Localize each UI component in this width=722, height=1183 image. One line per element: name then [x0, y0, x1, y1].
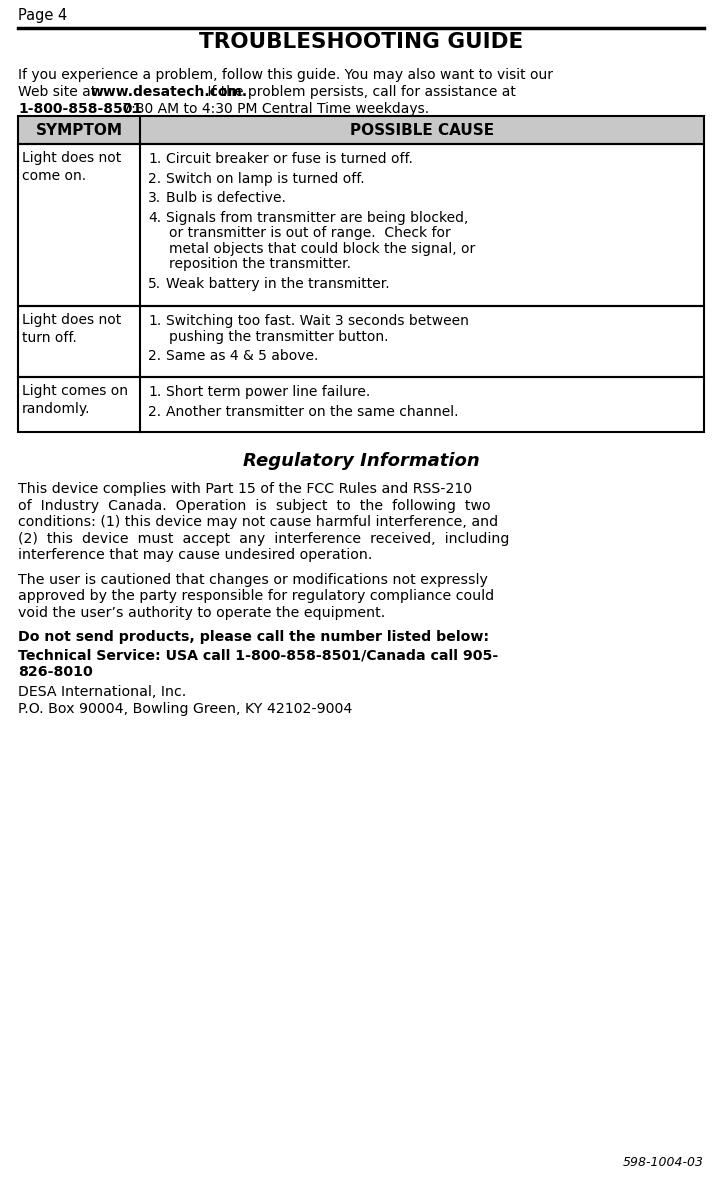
- Text: POSSIBLE CAUSE: POSSIBLE CAUSE: [350, 123, 494, 137]
- Text: Bulb is defective.: Bulb is defective.: [166, 190, 286, 205]
- Text: 1.: 1.: [148, 151, 161, 166]
- Text: 1-800-858-8501: 1-800-858-8501: [18, 102, 142, 116]
- Text: Same as 4 & 5 above.: Same as 4 & 5 above.: [166, 349, 318, 363]
- Bar: [18, 116, 704, 144]
- Text: DESA International, Inc.: DESA International, Inc.: [18, 685, 186, 699]
- Text: 5.: 5.: [148, 277, 161, 291]
- Text: Switch on lamp is turned off.: Switch on lamp is turned off.: [166, 172, 365, 186]
- Text: TROUBLESHOOTING GUIDE: TROUBLESHOOTING GUIDE: [199, 32, 523, 52]
- Text: SYMPTOM: SYMPTOM: [35, 123, 123, 137]
- Text: Another transmitter on the same channel.: Another transmitter on the same channel.: [166, 405, 458, 419]
- Text: Signals from transmitter are being blocked,: Signals from transmitter are being block…: [166, 211, 469, 225]
- Text: www.desatech.com.: www.desatech.com.: [91, 85, 248, 99]
- Text: 1.: 1.: [148, 313, 161, 328]
- Text: reposition the transmitter.: reposition the transmitter.: [169, 257, 351, 271]
- Text: 2.: 2.: [148, 405, 161, 419]
- Text: If the problem persists, call for assistance at: If the problem persists, call for assist…: [203, 85, 516, 99]
- Text: 3.: 3.: [148, 190, 161, 205]
- Bar: [18, 306, 704, 377]
- Text: Circuit breaker or fuse is turned off.: Circuit breaker or fuse is turned off.: [166, 151, 413, 166]
- Text: 826-8010: 826-8010: [18, 665, 92, 679]
- Text: 2.: 2.: [148, 349, 161, 363]
- Text: If you experience a problem, follow this guide. You may also want to visit our: If you experience a problem, follow this…: [18, 67, 553, 82]
- Text: void the user’s authority to operate the equipment.: void the user’s authority to operate the…: [18, 606, 386, 620]
- Text: Switching too fast. Wait 3 seconds between: Switching too fast. Wait 3 seconds betwe…: [166, 313, 469, 328]
- Text: of  Industry  Canada.  Operation  is  subject  to  the  following  two: of Industry Canada. Operation is subject…: [18, 498, 491, 512]
- Text: (2)  this  device  must  accept  any  interference  received,  including: (2) this device must accept any interfer…: [18, 531, 510, 545]
- Text: interference that may cause undesired operation.: interference that may cause undesired op…: [18, 548, 373, 562]
- Text: 598-1004-03: 598-1004-03: [623, 1156, 704, 1169]
- Text: Page 4: Page 4: [18, 8, 67, 22]
- Bar: [18, 116, 704, 144]
- Text: P.O. Box 90004, Bowling Green, KY 42102-9004: P.O. Box 90004, Bowling Green, KY 42102-…: [18, 702, 352, 716]
- Text: 4.: 4.: [148, 211, 161, 225]
- Text: Regulatory Information: Regulatory Information: [243, 452, 479, 470]
- Bar: [18, 377, 704, 432]
- Bar: [18, 144, 704, 306]
- Text: Light comes on
randomly.: Light comes on randomly.: [22, 384, 128, 416]
- Text: Do not send products, please call the number listed below:: Do not send products, please call the nu…: [18, 631, 489, 644]
- Text: The user is cautioned that changes or modifications not expressly: The user is cautioned that changes or mo…: [18, 573, 488, 587]
- Text: pushing the transmitter button.: pushing the transmitter button.: [169, 330, 388, 343]
- Text: Weak battery in the transmitter.: Weak battery in the transmitter.: [166, 277, 390, 291]
- Text: approved by the party responsible for regulatory compliance could: approved by the party responsible for re…: [18, 589, 494, 603]
- Text: or transmitter is out of range.  Check for: or transmitter is out of range. Check fo…: [169, 226, 451, 240]
- Text: Light does not
turn off.: Light does not turn off.: [22, 313, 121, 345]
- Text: metal objects that could block the signal, or: metal objects that could block the signa…: [169, 241, 475, 256]
- Text: Technical Service: USA call 1-800-858-8501/Canada call 905-: Technical Service: USA call 1-800-858-85…: [18, 648, 498, 662]
- Text: 1.: 1.: [148, 384, 161, 399]
- Text: Light does not
come on.: Light does not come on.: [22, 151, 121, 183]
- Text: 7:30 AM to 4:30 PM Central Time weekdays.: 7:30 AM to 4:30 PM Central Time weekdays…: [118, 102, 429, 116]
- Text: Short term power line failure.: Short term power line failure.: [166, 384, 370, 399]
- Text: This device complies with Part 15 of the FCC Rules and RSS-210: This device complies with Part 15 of the…: [18, 481, 472, 496]
- Text: 2.: 2.: [148, 172, 161, 186]
- Text: Web site at:: Web site at:: [18, 85, 105, 99]
- Text: conditions: (1) this device may not cause harmful interference, and: conditions: (1) this device may not caus…: [18, 515, 498, 529]
